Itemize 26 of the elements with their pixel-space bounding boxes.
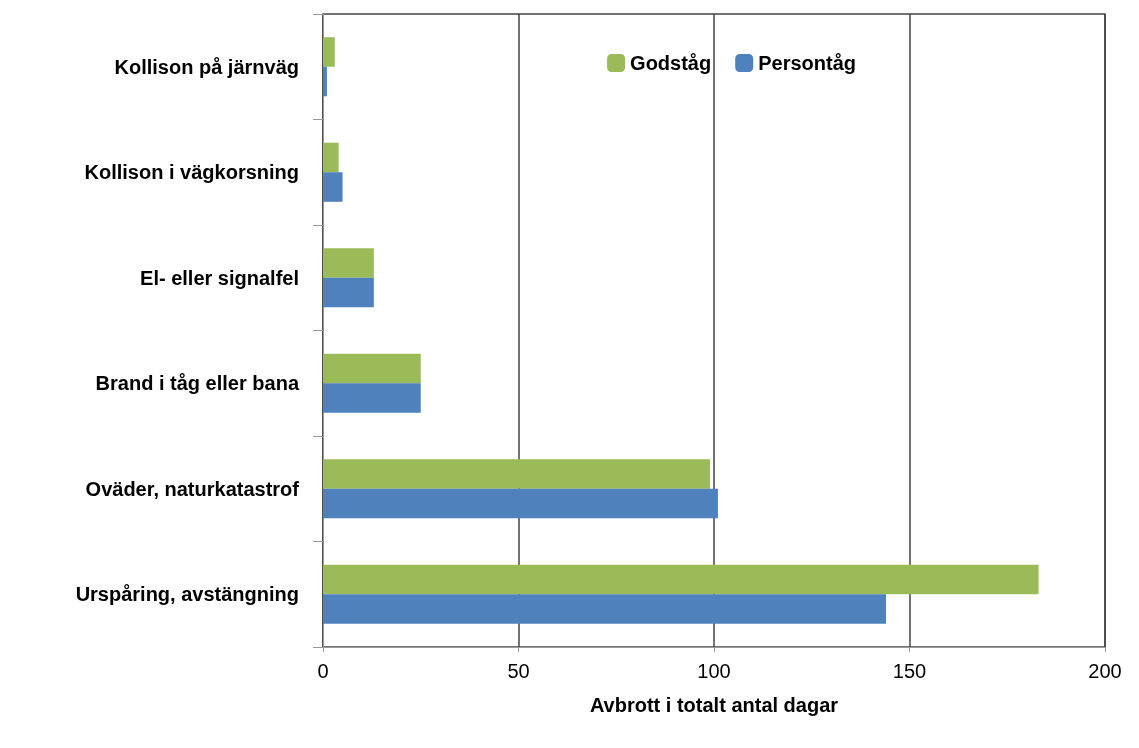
y-tick-label: Brand i tåg eller bana: [95, 372, 300, 395]
x-tick-label: 200: [1088, 660, 1122, 682]
bar: [323, 353, 421, 384]
x-tick-label: 150: [892, 660, 927, 682]
bar: [323, 142, 339, 173]
bar: [323, 383, 421, 413]
bar: [323, 277, 374, 308]
bar: [323, 594, 887, 624]
bar: [323, 172, 343, 202]
bar: [323, 564, 1039, 595]
legend-label: Persontåg: [758, 52, 857, 74]
bar: [323, 459, 711, 489]
legend-label: Godståg: [630, 52, 712, 74]
bar: [323, 248, 374, 278]
x-tick-label: 100: [697, 660, 731, 682]
bar: [323, 66, 327, 97]
bar: [323, 488, 718, 519]
y-tick-label: Kollison i vägkorsning: [84, 161, 299, 184]
y-tick-label: Oväder, naturkatastrof: [85, 477, 300, 500]
bar: [323, 37, 335, 67]
x-tick-label: 0: [317, 660, 329, 682]
y-tick-label: Kollison på järnväg: [114, 55, 299, 78]
x-tick-label: 50: [507, 660, 530, 682]
y-tick-label: Urspåring, avstängning: [75, 583, 299, 606]
x-axis-title: Avbrott i totalt antal dagar: [589, 694, 839, 716]
y-tick-label: El- eller signalfel: [140, 266, 299, 289]
